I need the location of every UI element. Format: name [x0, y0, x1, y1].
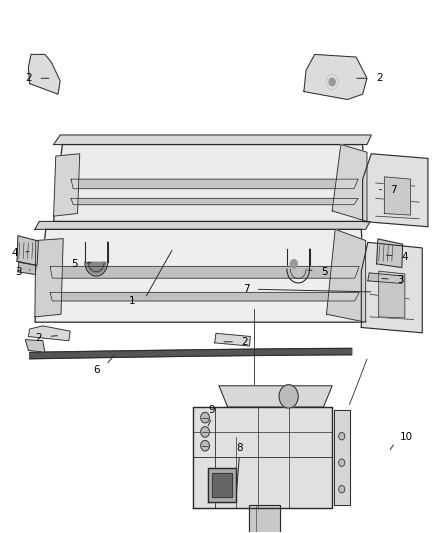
Polygon shape: [377, 239, 403, 268]
Text: 6: 6: [93, 365, 99, 375]
Text: 2: 2: [25, 73, 32, 83]
Polygon shape: [250, 505, 280, 533]
Text: 4: 4: [401, 252, 408, 262]
Polygon shape: [53, 135, 371, 144]
Polygon shape: [18, 262, 36, 274]
Polygon shape: [334, 410, 350, 505]
Polygon shape: [379, 271, 405, 318]
Polygon shape: [53, 144, 367, 221]
Polygon shape: [368, 273, 403, 284]
Polygon shape: [35, 229, 366, 322]
Text: 1: 1: [129, 296, 135, 306]
Polygon shape: [332, 144, 367, 221]
Polygon shape: [71, 179, 358, 189]
Polygon shape: [212, 473, 232, 497]
Text: 2: 2: [35, 333, 42, 343]
Circle shape: [201, 413, 209, 423]
Text: 10: 10: [399, 432, 413, 442]
Polygon shape: [215, 333, 251, 346]
Text: 5: 5: [71, 260, 78, 269]
Polygon shape: [71, 198, 358, 205]
Text: 8: 8: [237, 443, 243, 453]
Text: 4: 4: [11, 248, 18, 259]
Circle shape: [339, 459, 345, 466]
Polygon shape: [35, 221, 370, 229]
Polygon shape: [219, 386, 332, 407]
Polygon shape: [30, 349, 352, 359]
Circle shape: [201, 426, 209, 437]
Polygon shape: [208, 468, 237, 503]
Polygon shape: [35, 239, 63, 317]
Text: 3: 3: [15, 267, 22, 277]
Polygon shape: [28, 54, 60, 94]
Polygon shape: [25, 340, 45, 352]
Polygon shape: [50, 293, 359, 301]
Polygon shape: [385, 177, 410, 215]
Text: 7: 7: [390, 184, 396, 195]
Polygon shape: [193, 407, 332, 508]
Text: 5: 5: [321, 267, 328, 277]
Circle shape: [339, 432, 345, 440]
Polygon shape: [363, 154, 428, 227]
Circle shape: [290, 260, 297, 268]
Polygon shape: [50, 266, 359, 278]
Text: 2: 2: [377, 73, 383, 83]
Polygon shape: [304, 54, 367, 100]
Circle shape: [329, 78, 335, 86]
Polygon shape: [53, 154, 80, 216]
Text: 3: 3: [397, 275, 404, 285]
Circle shape: [201, 440, 209, 451]
Text: 7: 7: [243, 284, 249, 294]
Polygon shape: [87, 262, 106, 274]
Polygon shape: [28, 326, 70, 341]
Polygon shape: [361, 243, 422, 333]
Text: 2: 2: [241, 337, 247, 347]
Text: 9: 9: [208, 405, 215, 415]
Circle shape: [279, 385, 298, 408]
Polygon shape: [326, 229, 366, 322]
Circle shape: [339, 486, 345, 493]
Polygon shape: [17, 236, 39, 265]
